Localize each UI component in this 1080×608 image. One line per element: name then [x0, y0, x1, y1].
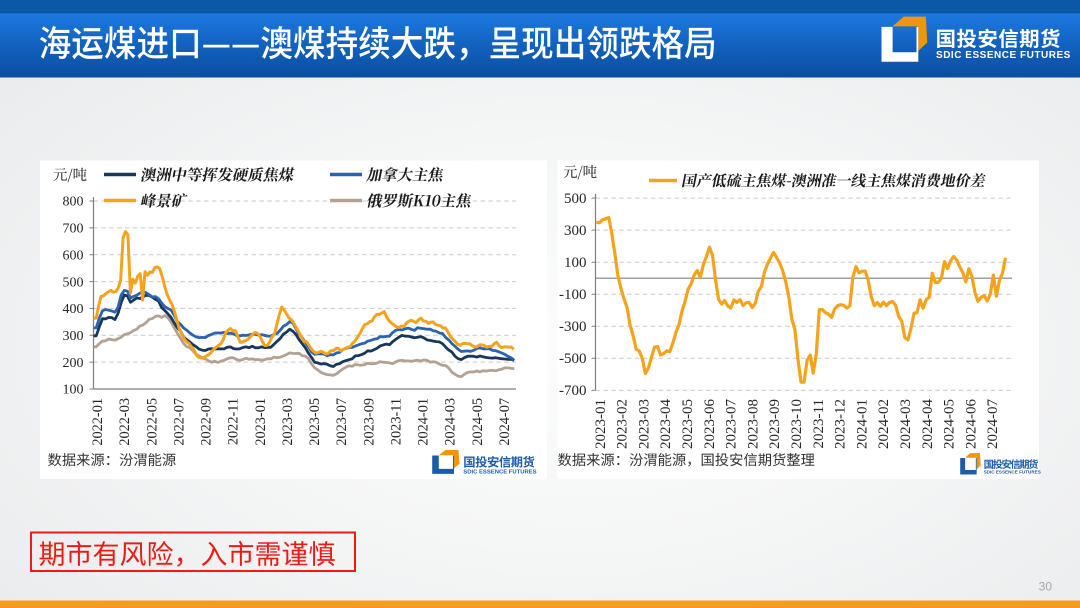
svg-text:2024-01: 2024-01 [854, 399, 870, 449]
svg-text:2022-05: 2022-05 [144, 398, 160, 446]
svg-text:2022-07: 2022-07 [171, 398, 187, 446]
svg-text:2023-08: 2023-08 [745, 399, 761, 449]
svg-text:SDIC ESSENCE FUTURES: SDIC ESSENCE FUTURES [936, 50, 1071, 61]
svg-text:30: 30 [1039, 580, 1053, 594]
svg-text:2024-06: 2024-06 [963, 399, 979, 449]
svg-text:2023-06: 2023-06 [702, 399, 718, 449]
svg-text:2023-11: 2023-11 [389, 398, 405, 445]
svg-text:2023-09: 2023-09 [361, 398, 377, 446]
svg-text:2024-01: 2024-01 [416, 398, 432, 446]
svg-text:2024-07: 2024-07 [985, 399, 1001, 449]
svg-text:300: 300 [564, 223, 587, 239]
svg-text:2023-02: 2023-02 [615, 399, 631, 449]
svg-text:500: 500 [564, 191, 587, 207]
svg-text:2023-09: 2023-09 [767, 399, 783, 449]
svg-text:2022-03: 2022-03 [117, 398, 133, 446]
svg-text:600: 600 [63, 248, 84, 263]
svg-text:-300: -300 [559, 319, 587, 335]
svg-text:300: 300 [63, 329, 84, 344]
svg-text:400: 400 [63, 302, 84, 317]
svg-text:2024-02: 2024-02 [876, 399, 892, 449]
svg-text:200: 200 [63, 356, 84, 371]
svg-text:2023-12: 2023-12 [833, 399, 849, 449]
svg-text:100: 100 [564, 255, 587, 271]
svg-text:700: 700 [63, 222, 84, 237]
svg-text:-700: -700 [559, 383, 587, 399]
svg-text:2023-03: 2023-03 [280, 398, 296, 446]
svg-text:2024-04: 2024-04 [920, 399, 936, 449]
svg-text:2023-04: 2023-04 [658, 399, 674, 449]
svg-text:-500: -500 [559, 351, 587, 367]
svg-text:2023-05: 2023-05 [307, 398, 323, 446]
svg-text:2023-01: 2023-01 [593, 399, 609, 449]
svg-text:2024-07: 2024-07 [497, 398, 513, 446]
svg-text:2023-01: 2023-01 [253, 398, 269, 446]
svg-text:100: 100 [63, 383, 84, 398]
svg-text:SDIC ESSENCE FUTURES: SDIC ESSENCE FUTURES [463, 469, 536, 475]
svg-text:-100: -100 [559, 287, 587, 303]
svg-text:2023-10: 2023-10 [789, 399, 805, 449]
svg-text:2023-11: 2023-11 [811, 399, 827, 448]
svg-text:2023-07: 2023-07 [334, 398, 350, 446]
svg-text:2024-03: 2024-03 [898, 399, 914, 449]
svg-text:2023-07: 2023-07 [724, 399, 740, 449]
svg-text:2022-11: 2022-11 [226, 398, 242, 445]
svg-text:2024-05: 2024-05 [942, 399, 958, 449]
svg-text:2024-05: 2024-05 [470, 398, 486, 446]
svg-text:2022-09: 2022-09 [199, 398, 215, 446]
svg-text:2023-05: 2023-05 [680, 399, 696, 449]
svg-text:800: 800 [63, 195, 84, 210]
svg-text:SDIC ESSENCE FUTURES: SDIC ESSENCE FUTURES [984, 470, 1041, 475]
svg-text:2024-03: 2024-03 [443, 398, 459, 446]
svg-text:2022-01: 2022-01 [90, 398, 106, 446]
svg-text:500: 500 [63, 275, 84, 290]
svg-text:2023-03: 2023-03 [636, 399, 652, 449]
